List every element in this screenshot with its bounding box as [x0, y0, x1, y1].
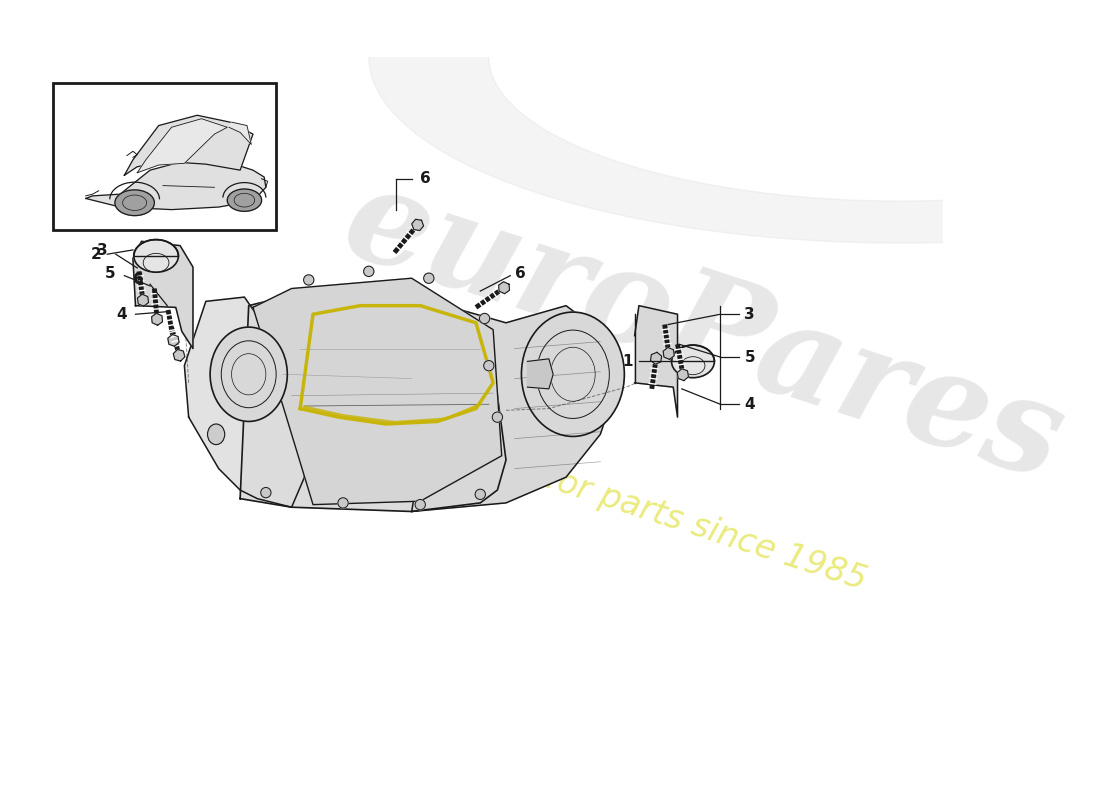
Polygon shape [635, 306, 678, 417]
Ellipse shape [364, 266, 374, 277]
Polygon shape [368, 2, 1100, 243]
Text: 2: 2 [90, 246, 101, 262]
Polygon shape [124, 115, 253, 175]
Ellipse shape [208, 424, 224, 445]
Ellipse shape [304, 274, 313, 285]
Text: 5: 5 [106, 266, 116, 281]
Ellipse shape [480, 314, 490, 324]
Ellipse shape [475, 489, 485, 499]
Ellipse shape [114, 190, 154, 216]
Text: 1: 1 [623, 354, 632, 369]
Text: 3: 3 [97, 243, 107, 258]
Text: 6: 6 [420, 171, 431, 186]
Text: 6: 6 [515, 266, 526, 282]
Polygon shape [411, 306, 617, 511]
Text: 3: 3 [745, 306, 755, 322]
Text: euroPares: euroPares [328, 154, 1078, 508]
Ellipse shape [261, 487, 271, 498]
Polygon shape [138, 294, 148, 306]
Polygon shape [185, 297, 305, 507]
Ellipse shape [338, 498, 349, 508]
Polygon shape [411, 219, 424, 230]
Polygon shape [229, 122, 251, 145]
Ellipse shape [415, 499, 426, 510]
Polygon shape [152, 314, 163, 326]
Ellipse shape [134, 240, 178, 272]
Text: 5: 5 [745, 350, 755, 365]
Ellipse shape [424, 273, 434, 283]
Ellipse shape [210, 327, 287, 422]
Ellipse shape [521, 312, 625, 437]
Text: a passion for parts since 1985: a passion for parts since 1985 [382, 410, 871, 597]
Ellipse shape [228, 189, 262, 211]
Polygon shape [498, 282, 509, 294]
Text: 4: 4 [117, 306, 126, 322]
Polygon shape [133, 242, 192, 349]
Bar [53, 82, 276, 230]
Polygon shape [174, 350, 185, 361]
Polygon shape [240, 289, 506, 511]
Polygon shape [253, 278, 502, 505]
Ellipse shape [493, 412, 503, 422]
Polygon shape [650, 352, 662, 364]
Polygon shape [168, 334, 179, 346]
Polygon shape [138, 118, 228, 173]
Polygon shape [86, 160, 266, 210]
Polygon shape [527, 359, 553, 389]
Text: 6: 6 [133, 273, 144, 287]
Text: 4: 4 [745, 397, 755, 412]
Polygon shape [663, 347, 674, 359]
Polygon shape [678, 369, 689, 381]
Ellipse shape [484, 361, 494, 371]
Ellipse shape [671, 345, 714, 378]
